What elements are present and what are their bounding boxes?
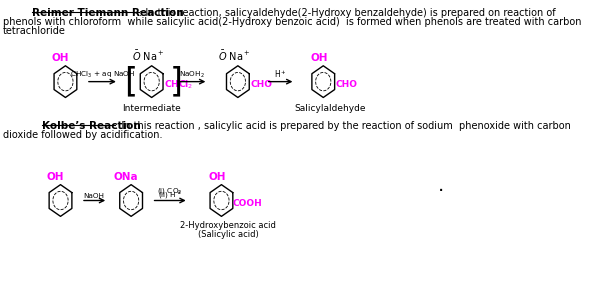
Text: (Salicylic acid): (Salicylic acid) [197,230,258,239]
Text: OH: OH [47,172,64,182]
Text: [: [ [125,65,137,98]
Text: OH: OH [310,53,328,63]
Text: H$^+$: H$^+$ [274,68,287,80]
Text: OH: OH [208,172,226,182]
Text: CHO: CHO [335,80,357,89]
Text: NaOH$_2$: NaOH$_2$ [179,70,205,80]
Text: (ii) H$^+$: (ii) H$^+$ [158,190,182,202]
Text: dioxide followed by acidification.: dioxide followed by acidification. [3,130,163,140]
Text: Reimer Tiemann Reaction: Reimer Tiemann Reaction [32,8,183,18]
Text: phenols with chloroform  while salicylic acid(2-Hydroxy benzoic acid)  is formed: phenols with chloroform while salicylic … [3,17,582,27]
Text: OH: OH [52,53,69,63]
Text: Salicylaldehyde: Salicylaldehyde [294,104,365,113]
Text: $\bar{O}$ Na$^+$: $\bar{O}$ Na$^+$ [218,49,251,63]
Text: tetrachloride: tetrachloride [3,26,66,36]
Text: ONa: ONa [114,172,139,182]
Text: ]: ] [170,65,183,98]
Text: COOH: COOH [233,199,263,208]
Text: NaOH: NaOH [84,192,104,199]
Text: Intermediate: Intermediate [122,104,181,113]
Text: (i) CO$_2$: (i) CO$_2$ [157,186,183,196]
Text: CHO: CHO [250,80,272,89]
Text: : In this reaction, salicyaldehyde(2-Hydroxy benzaldehyde) is prepared on reacti: : In this reaction, salicyaldehyde(2-Hyd… [139,8,555,18]
Text: Kolbe’s Reaction: Kolbe’s Reaction [42,121,141,131]
Text: CHCl$_3$ + aq NaOH: CHCl$_3$ + aq NaOH [70,70,135,80]
Text: 2-Hydroxybenzoic acid: 2-Hydroxybenzoic acid [180,221,276,230]
Text: CHCl$_2$: CHCl$_2$ [164,78,193,91]
Text: $\bar{O}$ Na$^+$: $\bar{O}$ Na$^+$ [132,49,164,63]
Text: .: . [437,176,444,195]
Text: : In this reaction , salicylic acid is prepared by the reaction of sodium  pheno: : In this reaction , salicylic acid is p… [115,121,571,131]
